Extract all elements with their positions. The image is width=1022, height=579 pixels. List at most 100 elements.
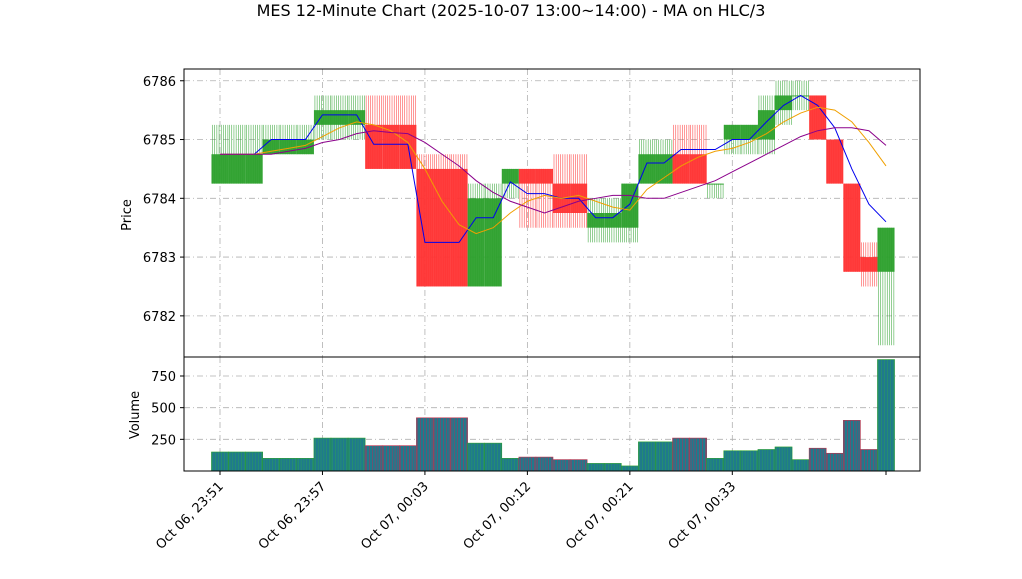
- x-tick-label: Oct 06, 23:51: [153, 479, 226, 552]
- volume-bar: [774, 446, 793, 472]
- candle-body: [826, 139, 844, 184]
- volume-bar: [518, 456, 537, 472]
- volume-bar: [621, 465, 639, 472]
- volume-bar: [877, 359, 895, 472]
- x-tick-label: Oct 07, 00:33: [666, 479, 739, 552]
- candle-body: [723, 124, 741, 140]
- volume-bar: [638, 441, 656, 472]
- volume-bar: [228, 451, 246, 472]
- candle-body: [860, 257, 878, 272]
- price-y-tick-label: 6784: [143, 192, 176, 207]
- volume-bar: [860, 449, 878, 472]
- price-bars: [211, 80, 895, 346]
- candle-body: [365, 124, 383, 169]
- volume-bar: [603, 463, 622, 472]
- volume-bar: [330, 437, 349, 472]
- volume-bar: [552, 459, 571, 472]
- candle-body: [843, 183, 861, 272]
- candle-body: [706, 183, 724, 185]
- candle-body: [416, 168, 434, 287]
- volume-panel: 250 500 750 Volume: [128, 356, 921, 472]
- price-panel: 6782 6783 6784 6785 6786 Price: [120, 68, 921, 358]
- volume-y-tick-label: 250: [151, 433, 176, 448]
- x-tick-label: Oct 07, 00:21: [563, 479, 636, 552]
- candle-body: [757, 110, 775, 140]
- candle-body: [501, 168, 519, 184]
- volume-bar: [655, 441, 673, 472]
- candle-body: [587, 213, 605, 228]
- price-y-tick-label: 6786: [143, 75, 176, 90]
- candle-body: [877, 227, 895, 272]
- volume-y-tick-label: 500: [151, 402, 176, 417]
- volume-plot-frame: [183, 356, 921, 472]
- volume-bar: [211, 451, 229, 472]
- candle-body: [433, 168, 451, 287]
- candle-body: [638, 154, 656, 184]
- candle-body: [228, 154, 246, 184]
- candle-body: [535, 168, 553, 184]
- moving-average-lines: [220, 94, 887, 243]
- price-y-tick-label: 6785: [143, 134, 176, 149]
- candle-body: [740, 124, 758, 140]
- candle-body: [331, 110, 349, 125]
- candle-body: [655, 154, 673, 184]
- volume-bar: [535, 456, 554, 472]
- x-tick-label: Oct 07, 00:12: [461, 479, 534, 552]
- candle-body: [348, 110, 366, 125]
- candle-body: [484, 198, 502, 287]
- volume-bar: [791, 459, 810, 472]
- volume-bar: [501, 458, 520, 472]
- volume-y-ticks: 250 500 750: [151, 370, 184, 448]
- volume-bar: [245, 451, 263, 472]
- price-y-tick-label: 6783: [143, 251, 176, 266]
- chart-title: MES 12-Minute Chart (2025-10-07 13:00~14…: [257, 1, 766, 20]
- volume-bar: [706, 458, 725, 472]
- volume-bar: [364, 445, 383, 472]
- moving-average-line: [220, 106, 887, 235]
- volume-bar: [433, 417, 451, 472]
- candle-body: [604, 213, 622, 228]
- volume-bar: [416, 417, 434, 472]
- candle-body: [211, 154, 229, 184]
- volume-bar: [723, 450, 742, 472]
- x-tick-label: Oct 06, 23:57: [256, 479, 329, 552]
- candle-body: [450, 168, 468, 287]
- candle-body: [245, 154, 263, 184]
- volume-bar: [740, 450, 759, 472]
- volume-bar: [347, 437, 366, 472]
- volume-bar: [381, 445, 400, 472]
- volume-bar: [467, 442, 485, 472]
- volume-bar: [808, 447, 827, 472]
- volume-axis-label: Volume: [128, 391, 143, 439]
- moving-average-line: [220, 127, 887, 214]
- candle-body: [689, 154, 707, 184]
- candle-body: [775, 95, 793, 111]
- volume-bar: [586, 463, 605, 472]
- candle-body: [672, 154, 690, 184]
- volume-bar: [279, 458, 298, 472]
- volume-bar: [296, 458, 315, 472]
- volume-bar: [843, 420, 861, 472]
- x-axis-ticks: Oct 06, 23:51 Oct 06, 23:57 Oct 07, 00:03 O…: [153, 471, 887, 553]
- candle-body: [809, 95, 827, 140]
- volume-bar: [399, 445, 417, 472]
- volume-bar: [484, 442, 503, 472]
- volume-bar: [672, 437, 690, 472]
- candle-body: [467, 198, 485, 287]
- volume-bar: [313, 437, 332, 472]
- volume-bar: [825, 452, 844, 472]
- candle-body: [382, 124, 400, 169]
- price-y-ticks: 6782 6783 6784 6785 6786: [143, 75, 184, 325]
- volume-bars: [211, 359, 895, 472]
- x-tick-label: Oct 07, 00:03: [358, 479, 431, 552]
- candle-body: [518, 168, 536, 184]
- volume-bar: [757, 449, 776, 472]
- moving-average-line: [220, 94, 887, 243]
- volume-bar: [262, 458, 281, 472]
- price-y-tick-label: 6782: [143, 310, 176, 325]
- volume-bar: [689, 437, 707, 472]
- volume-bar: [569, 459, 588, 472]
- price-axis-label: Price: [120, 199, 135, 231]
